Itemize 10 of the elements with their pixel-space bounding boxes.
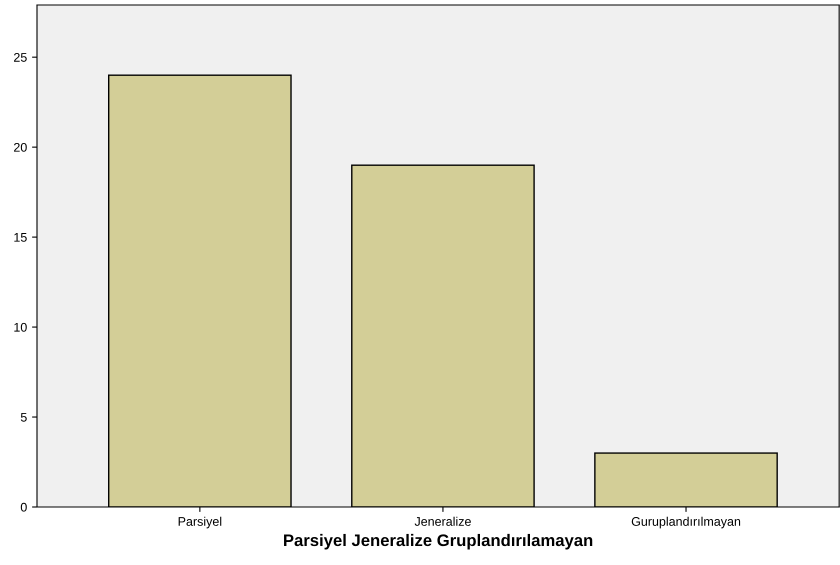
- x-tick-label: Parsiyel: [178, 516, 222, 528]
- y-tick-label: 15: [14, 233, 27, 242]
- x-axis-title: Parsiyel Jeneralize Gruplandırılamayan: [284, 534, 592, 550]
- y-tick-label: 20: [14, 142, 27, 152]
- y-tick-label: 0: [20, 502, 27, 512]
- y-tick-label: 25: [14, 52, 27, 62]
- x-tick-label: Jeneralize: [414, 516, 471, 526]
- y-tick-label: 5: [20, 412, 27, 422]
- y-tick-label: 10: [14, 322, 27, 332]
- x-tick-label: Guruplandırılmayan: [632, 516, 740, 528]
